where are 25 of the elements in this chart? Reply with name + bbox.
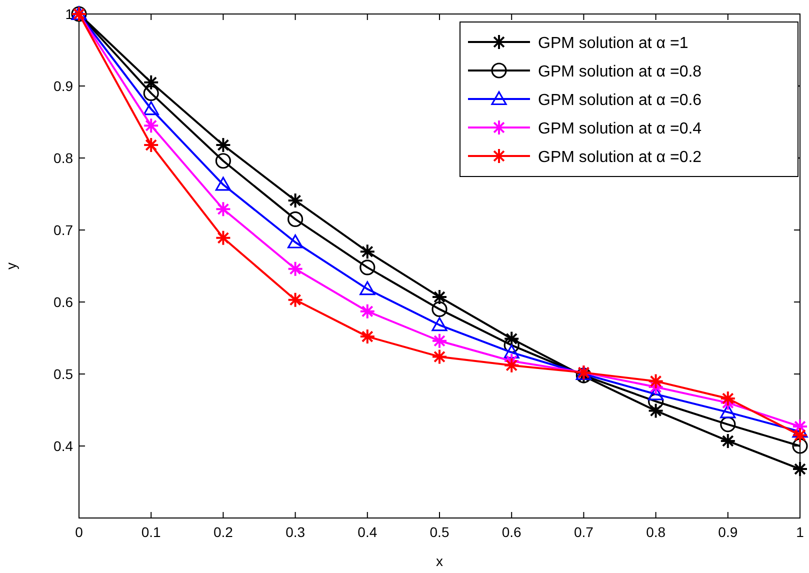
x-tick-label: 0.4 — [358, 524, 378, 540]
x-tick-label: 0.3 — [286, 524, 306, 540]
y-tick-label: 1 — [65, 6, 74, 22]
x-tick-label: 0.6 — [502, 524, 522, 540]
legend-label: GPM solution at α =0.6 — [538, 92, 702, 109]
x-tick-label: 1 — [796, 524, 804, 540]
legend-label: GPM solution at α =0.4 — [538, 120, 702, 138]
y-tick-label: 0.8 — [54, 150, 74, 166]
legend-label: GPM solution at α =1 — [538, 35, 688, 52]
y-axis-title: y — [3, 262, 19, 270]
y-tick-label: 0.6 — [54, 294, 74, 310]
x-tick-label: 0.1 — [141, 524, 162, 540]
x-tick-label: 0.5 — [430, 524, 450, 540]
x-axis-title: x — [436, 553, 443, 569]
x-tick-label: 0.8 — [646, 524, 666, 540]
x-tick-label: 0.7 — [574, 524, 594, 540]
y-tick-label: 0.5 — [54, 366, 74, 382]
x-tick-label: 0 — [75, 524, 84, 540]
legend-label: GPM solution at α =0.2 — [538, 149, 702, 166]
x-tick-label: 0.9 — [718, 524, 738, 540]
x-tick-label: 0.2 — [213, 524, 234, 540]
legend-label: GPM solution at α =0.8 — [538, 64, 702, 80]
y-tick-label: 0.7 — [54, 222, 74, 238]
y-tick-label: 0.4 — [54, 438, 74, 454]
y-tick-label: 0.9 — [54, 78, 74, 94]
